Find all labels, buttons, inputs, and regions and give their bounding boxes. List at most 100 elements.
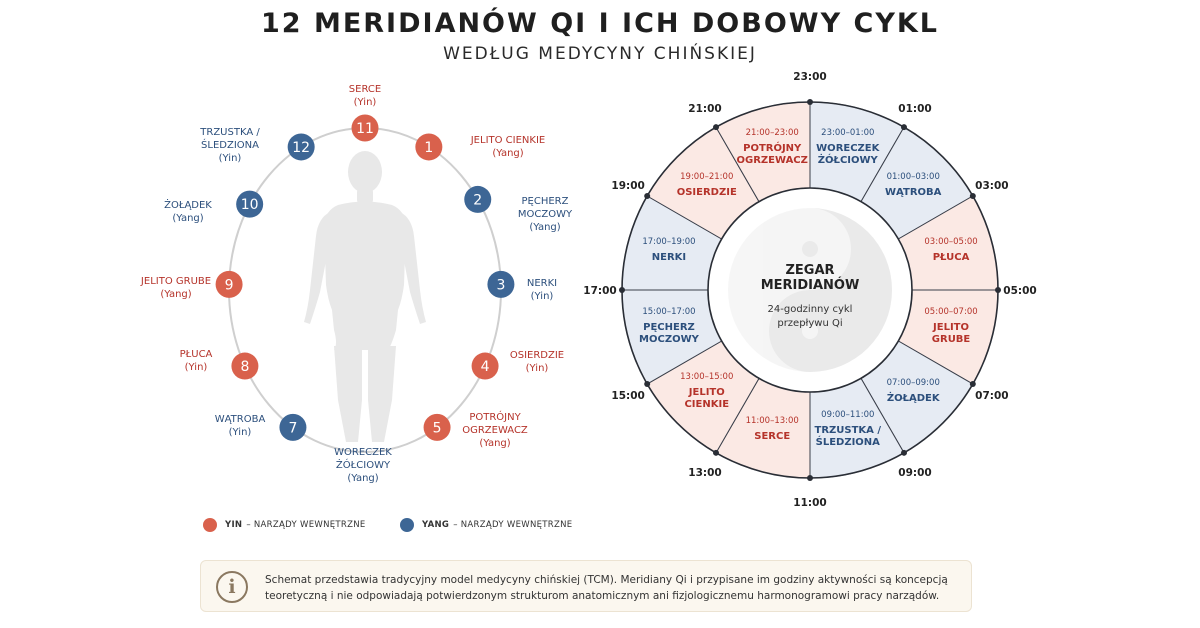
body-neck [357, 188, 373, 204]
meridian-number: 1 [424, 140, 433, 156]
meridian-node-11: 11 SERCE (Yin) [349, 84, 381, 142]
segment-name: POTRÓJNY [743, 141, 802, 154]
yin-yang-dot [802, 241, 818, 257]
clock-center-title: ZEGAR [785, 263, 834, 278]
meridian-number: 4 [481, 359, 490, 375]
meridian-label: SERCE [349, 84, 381, 95]
meridian-number: 12 [292, 140, 310, 156]
meridian-label: JELITO CIENKIE [470, 135, 546, 146]
meridian-node-3: 3 NERKI (Yin) [487, 270, 557, 302]
segment-time: 19:00–21:00 [680, 172, 733, 182]
meridian-number: 10 [241, 197, 259, 213]
hour-label: 15:00 [611, 390, 644, 402]
meridian-label: PĘCHERZ [522, 196, 569, 207]
hour-dot [901, 449, 907, 456]
meridian-body-diagram: 11 SERCE (Yin) 1 JELITO CIENKIE (Yang) 2 PĘCHER… [140, 84, 573, 484]
hour-dot [969, 193, 976, 199]
meridian-label: WĄTROBA [215, 414, 266, 425]
segment-name: JELITO [688, 387, 725, 398]
segment-name: WORECZEK [816, 143, 880, 154]
meridian-label: NERKI [527, 278, 557, 289]
meridian-badge [287, 133, 315, 161]
body-left-arm [304, 212, 330, 324]
meridian-node-1: 1 JELITO CIENKIE (Yang) [415, 133, 546, 161]
segment-name: SERCE [754, 431, 790, 442]
meridian-type: (Yang) [529, 222, 560, 233]
meridian-label: MOCZOWY [518, 209, 573, 220]
meridian-node-12: 12 TRZUSTKA /ŚLEDZIONA (Yin) [199, 127, 315, 164]
meridian-type: (Yang) [347, 473, 378, 484]
clock-inner-ring [707, 187, 913, 393]
clock-center-title: MERIDIANÓW [761, 277, 860, 293]
hour-label: 13:00 [688, 467, 721, 479]
hour-label: 17:00 [583, 285, 616, 297]
meridian-label: OGRZEWACZ [462, 425, 528, 436]
meridian-badge [236, 190, 264, 218]
segment-time: 15:00–17:00 [642, 307, 695, 317]
meridian-type: (Yin) [354, 97, 377, 108]
meridian-node-8: 8 PŁUCA (Yin) [180, 349, 259, 380]
meridian-number: 8 [240, 359, 249, 375]
page-title: 12 MERIDIANÓW QI I ICH DOBOWY CYKL [260, 8, 940, 39]
meridian-number: 11 [356, 121, 374, 137]
page-subtitle: WEDŁUG MEDYCYNY CHIŃSKIEJ [443, 44, 757, 64]
meridian-node-4: 4 OSIERDZIE (Yin) [471, 350, 564, 380]
hour-dot [644, 381, 651, 387]
body-torso [324, 201, 406, 350]
hour-label: 09:00 [898, 467, 931, 479]
meridian-type: (Yang) [479, 438, 510, 449]
meridian-badge [215, 270, 243, 298]
hour-label: 21:00 [688, 103, 721, 115]
meridian-badge [471, 352, 499, 380]
legend-yang: YANG – NARZĄDY WEWNĘTRZNE [400, 518, 572, 532]
legend-yin: YIN – NARZĄDY WEWNĘTRZNE [203, 518, 366, 532]
body-right-leg [368, 346, 396, 442]
meridian-node-5: 5 POTRÓJNY OGRZEWACZ (Yang) [423, 410, 528, 449]
meridian-number: 9 [225, 277, 234, 293]
meridian-label: JELITO GRUBE [140, 276, 211, 287]
hour-dot [807, 475, 813, 481]
meridian-number: 7 [288, 420, 297, 436]
meridian-label: TRZUSTKA / [199, 127, 260, 138]
clock-center-subtitle: 24-godzinny cykl [768, 304, 853, 315]
meridian-label: WORECZEK [334, 447, 392, 458]
legend-yin-text: – NARZĄDY WEWNĘTRZNE [246, 520, 366, 530]
hour-dot [619, 287, 625, 293]
hour-label: 05:00 [1003, 285, 1036, 297]
hour-dot [969, 381, 976, 387]
segment-name: MOCZOWY [639, 334, 700, 345]
meridian-type: (Yang) [160, 289, 191, 300]
info-icon: i [216, 571, 248, 603]
yin-yang-dot [802, 323, 818, 339]
legend-yang-text: – NARZĄDY WEWNĘTRZNE [453, 520, 573, 530]
hour-dot [901, 124, 907, 131]
hour-label: 01:00 [898, 103, 931, 115]
meridian-label: ŻÓŁCIOWY [336, 458, 391, 471]
hour-dot [807, 99, 813, 105]
meridian-type: (Yin) [219, 153, 242, 164]
meridian-badge [415, 133, 443, 161]
disclaimer-text: Schemat przedstawia tradycyjny model med… [265, 574, 948, 602]
yin-yang-base [728, 208, 892, 372]
hour-label: 23:00 [793, 71, 826, 83]
legend-yin-word: YIN [225, 520, 243, 530]
yin-yang-half [769, 208, 892, 372]
segment-time: 03:00–05:00 [924, 237, 977, 247]
segment-name: ŚLEDZIONA [816, 435, 881, 448]
meridian-node-10: 10 ŻOŁĄDEK (Yang) [164, 190, 264, 224]
segment-name: ŻOŁĄDEK [887, 390, 941, 404]
body-right-arm [400, 212, 426, 324]
segment-time: 07:00–09:00 [887, 378, 940, 388]
meridian-label: PŁUCA [180, 349, 213, 360]
segment-time: 21:00–23:00 [746, 128, 799, 138]
segment-time: 23:00–01:00 [821, 128, 874, 138]
body-left-leg [334, 346, 362, 442]
meridian-type: (Yin) [526, 363, 549, 374]
segment-time: 13:00–15:00 [680, 372, 733, 382]
meridian-badge [487, 270, 515, 298]
meridian-type: (Yang) [492, 148, 523, 159]
